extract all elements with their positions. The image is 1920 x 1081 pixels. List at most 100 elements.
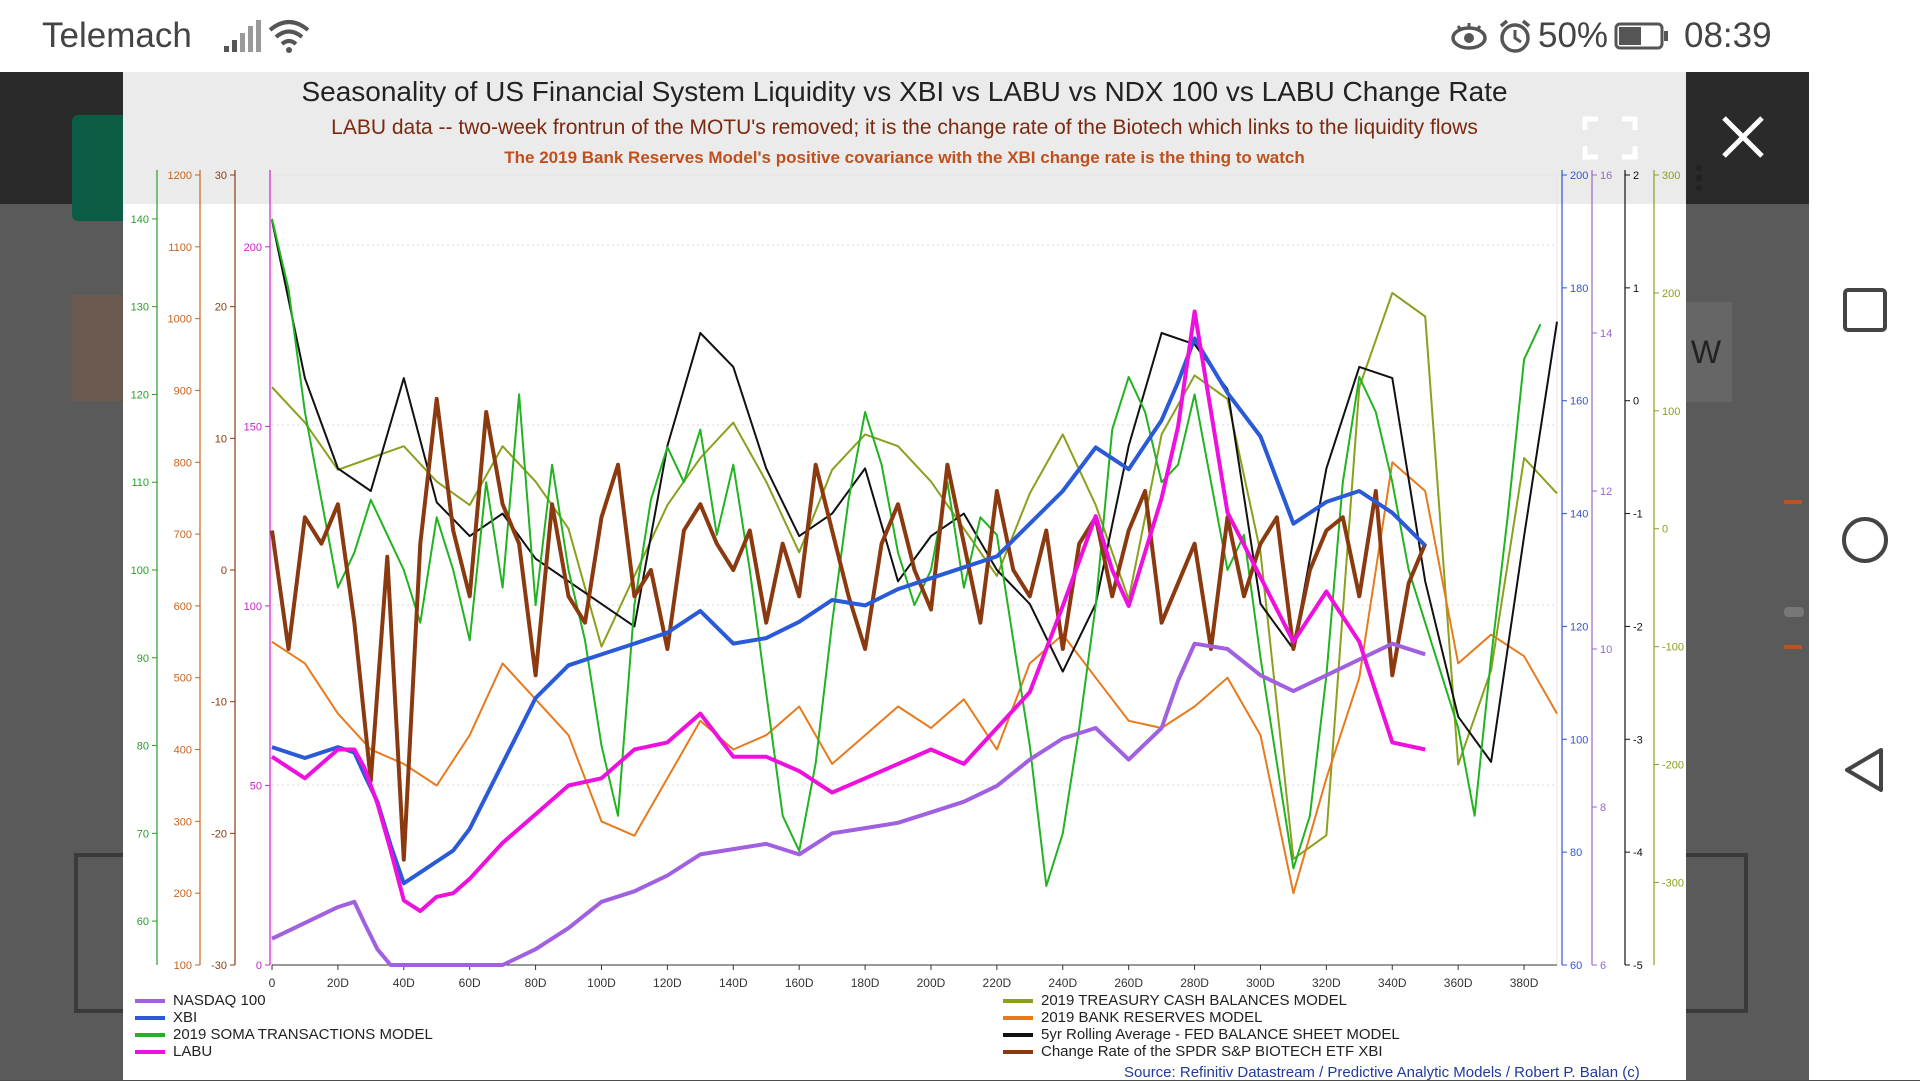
y-tick-label: 140: [1570, 509, 1588, 521]
back-icon[interactable]: [1841, 746, 1889, 794]
y-tick-label: 0: [221, 565, 227, 577]
background-avatar: [72, 295, 128, 401]
legend-item: 2019 SOMA TRANSACTIONS MODEL: [135, 1026, 433, 1043]
y-tick-label: -5: [1633, 960, 1643, 972]
fullscreen-icon[interactable]: [1582, 116, 1638, 160]
y-tick-label: 200: [1570, 170, 1588, 182]
chart-series: [270, 218, 1558, 967]
home-icon[interactable]: [1841, 516, 1889, 564]
x-tick-label: 260D: [1114, 976, 1143, 990]
y-tick-label: 30: [215, 170, 227, 182]
eye-icon: [1451, 23, 1487, 50]
series-line-change-rate-of-the-spdr-s-p-biotech-etf-xbi: [270, 396, 1428, 862]
legend-swatch: [1003, 1016, 1033, 1021]
series-line-nasdaq-100: [271, 641, 1426, 967]
y-tick-label: -4: [1633, 847, 1643, 859]
x-tick-label: 0: [269, 976, 276, 990]
y-tick-label: -3: [1633, 734, 1643, 746]
y-tick-label: -2: [1633, 621, 1643, 633]
legend-label: LABU: [173, 1043, 213, 1060]
x-tick-label: 240D: [1048, 976, 1077, 990]
legend-label: Change Rate of the SPDR S&P BIOTECH ETF …: [1041, 1043, 1383, 1060]
y-tick-label: 0: [1662, 524, 1668, 536]
legend-item: 2019 TREASURY CASH BALANCES MODEL: [1003, 992, 1347, 1009]
x-tick-label: 160D: [785, 976, 814, 990]
x-tick-label: 300D: [1246, 976, 1275, 990]
y-tick-label: 10: [1600, 644, 1612, 656]
y-tick-label: 120: [131, 389, 149, 401]
y-tick-label: 140: [131, 214, 149, 226]
x-tick-label: 120D: [653, 976, 682, 990]
series-line-2019-treasury-cash-balances-model: [271, 291, 1558, 860]
legend-label: NASDAQ 100: [173, 992, 266, 1009]
y-tick-label: 0: [256, 960, 262, 972]
y-tick-label: 12: [1600, 486, 1612, 498]
y-tick-label: 60: [137, 916, 149, 928]
y-tick-label: 20: [215, 302, 227, 314]
alarm-icon: [1499, 19, 1531, 53]
x-tick-label: 340D: [1378, 976, 1407, 990]
x-tick-label: 40D: [393, 976, 415, 990]
background-dash: [1784, 500, 1802, 504]
wifi-icon: [268, 20, 310, 53]
carrier-name: Telemach: [42, 16, 192, 55]
legend-item: LABU: [135, 1043, 212, 1060]
more-options-icon[interactable]: [1694, 164, 1704, 192]
legend-label: 5yr Rolling Average - FED BALANCE SHEET …: [1041, 1026, 1400, 1043]
legend-swatch: [135, 1033, 165, 1038]
x-tick-label: 200D: [917, 976, 946, 990]
y-tick-label: 80: [137, 741, 149, 753]
legend-swatch: [1003, 1050, 1033, 1055]
x-tick-label: 360D: [1444, 976, 1473, 990]
y-tick-label: 70: [137, 828, 149, 840]
y-tick-label: 200: [174, 888, 192, 900]
y-tick-label: 400: [174, 745, 192, 757]
signal-icon: [224, 20, 261, 52]
legend-swatch: [1003, 1033, 1033, 1038]
x-tick-label: 220D: [983, 976, 1012, 990]
recent-apps-icon[interactable]: [1841, 286, 1889, 334]
battery-icon: [1614, 22, 1668, 50]
series-line-xbi: [271, 336, 1427, 886]
y-tick-label: 100: [131, 565, 149, 577]
legend-swatch: [135, 1016, 165, 1021]
y-tick-label: 300: [174, 816, 192, 828]
y-tick-label: 8: [1600, 802, 1606, 814]
x-tick-label: 380D: [1510, 976, 1539, 990]
legend-swatch: [1003, 999, 1033, 1004]
legend-item: XBI: [135, 1009, 197, 1026]
series-line-5yr-rolling-average-fed-balance-sheet-model: [271, 219, 1558, 763]
y-tick-label: 200: [1662, 288, 1680, 300]
background-pill: [1784, 607, 1804, 617]
chart-source: Source: Refinitiv Datastream / Predictiv…: [1124, 1064, 1640, 1081]
legend-item: Change Rate of the SPDR S&P BIOTECH ETF …: [1003, 1043, 1383, 1060]
y-tick-label: 80: [1570, 847, 1582, 859]
y-tick-label: 100: [244, 601, 262, 613]
y-tick-label: -200: [1662, 760, 1684, 772]
y-tick-label: 200: [244, 242, 262, 254]
series-line-labu: [270, 309, 1426, 914]
y-tick-label: 1000: [168, 314, 192, 326]
y-tick-label: 60: [1570, 960, 1582, 972]
y-tick-label: -300: [1662, 877, 1684, 889]
y-tick-label: 1100: [168, 242, 192, 254]
x-tick-label: 140D: [719, 976, 748, 990]
y-tick-label: 1: [1633, 283, 1639, 295]
legend-label: 2019 TREASURY CASH BALANCES MODEL: [1041, 992, 1347, 1009]
x-tick-label: 100D: [587, 976, 616, 990]
close-icon[interactable]: [1720, 114, 1766, 160]
x-tick-label: 60D: [459, 976, 481, 990]
y-tick-label: 6: [1600, 960, 1606, 972]
legend-swatch: [135, 1050, 165, 1055]
y-tick-label: 160: [1570, 396, 1588, 408]
navigation-bar: [1809, 0, 1920, 1080]
x-tick-label: 280D: [1180, 976, 1209, 990]
y-tick-label: 50: [250, 780, 262, 792]
y-tick-label: 120: [1570, 621, 1588, 633]
series-line-2019-bank-reserves-model: [271, 461, 1558, 895]
background-logo: [72, 115, 128, 221]
legend-item: 2019 BANK RESERVES MODEL: [1003, 1009, 1262, 1026]
x-tick-label: 180D: [851, 976, 880, 990]
y-tick-label: -100: [1662, 642, 1684, 654]
